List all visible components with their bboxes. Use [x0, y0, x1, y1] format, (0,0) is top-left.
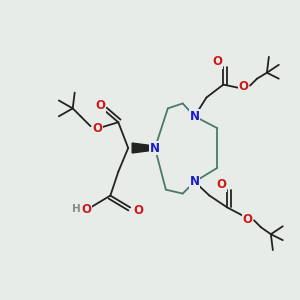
- Text: N: N: [150, 142, 160, 154]
- Text: H: H: [72, 204, 81, 214]
- Text: O: O: [242, 213, 252, 226]
- Text: N: N: [190, 110, 200, 123]
- Text: N: N: [190, 175, 200, 188]
- Text: O: O: [212, 55, 222, 68]
- Text: O: O: [238, 80, 248, 93]
- Text: O: O: [92, 122, 103, 135]
- Polygon shape: [132, 143, 155, 153]
- Text: O: O: [82, 203, 92, 216]
- Text: O: O: [133, 204, 143, 217]
- Text: O: O: [95, 99, 106, 112]
- Text: O: O: [216, 178, 226, 191]
